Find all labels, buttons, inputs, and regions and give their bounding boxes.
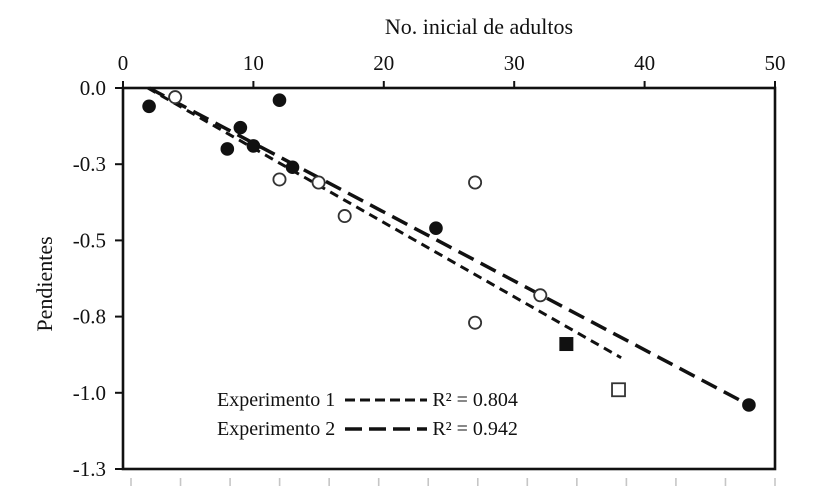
open-circle-marker [272, 172, 287, 187]
bottom-minor-ticks [130, 478, 776, 486]
open-circle-marker [311, 175, 326, 190]
filled-square-marker [559, 337, 574, 352]
x-tick-label: 30 [504, 51, 525, 75]
open-circle-marker [168, 90, 183, 105]
y-tick-label: -1.0 [73, 381, 106, 405]
trendline-long-dash [148, 86, 755, 410]
y-axis-ticks: 0.0 -0.3 -0.5 -0.8 -1.0 -1.3 [73, 76, 123, 481]
y-tick-label: -1.3 [73, 457, 106, 481]
legend-row-experimento-2: Experimento 2 R² = 0.942 [217, 419, 518, 439]
x-tick-label: 0 [118, 51, 129, 75]
legend-row-experimento-1: Experimento 1 R² = 0.804 [217, 390, 518, 410]
open-square-marker [611, 382, 626, 398]
data-points [142, 90, 756, 412]
legend: Experimento 1 R² = 0.804 Experimento 2 R… [217, 390, 518, 439]
legend-label-experimento-1: Experimento 1 [217, 389, 336, 411]
x-tick-label: 40 [634, 51, 655, 75]
legend-r2-experimento-1: R² = 0.804 [432, 389, 518, 411]
x-tick-label: 50 [765, 51, 786, 75]
filled-circle-marker [246, 139, 261, 153]
filled-circle-marker [272, 93, 287, 107]
filled-circle-marker [220, 142, 235, 156]
y-tick-label: -0.5 [73, 228, 106, 252]
legend-r2-experimento-2: R² = 0.942 [432, 418, 518, 440]
legend-label-experimento-2: Experimento 2 [217, 418, 336, 440]
y-tick-label: -0.3 [73, 152, 106, 176]
y-tick-label: -0.8 [73, 305, 106, 329]
x-tick-label: 20 [373, 51, 394, 75]
y-tick-label: 0.0 [80, 76, 106, 100]
filled-circle-marker [429, 221, 443, 236]
x-axis-title: No. inicial de adultos [384, 14, 574, 39]
axis-box [121, 86, 777, 471]
filled-circle-marker [233, 120, 248, 135]
open-circle-marker [533, 288, 548, 303]
filled-circle-marker [742, 398, 756, 412]
long-dash-line-sample [345, 427, 428, 431]
trendlines [147, 86, 755, 410]
x-tick-label: 10 [243, 51, 264, 75]
filled-circle-marker [285, 160, 300, 175]
filled-circle-marker [142, 99, 156, 114]
trendline-short-dash [147, 86, 622, 360]
x-axis-ticks: 0 10 20 30 40 50 [118, 51, 786, 88]
open-circle-marker [468, 175, 483, 190]
short-dash-line-sample [345, 398, 428, 402]
open-circle-marker [337, 209, 352, 224]
open-circle-marker [468, 315, 483, 330]
